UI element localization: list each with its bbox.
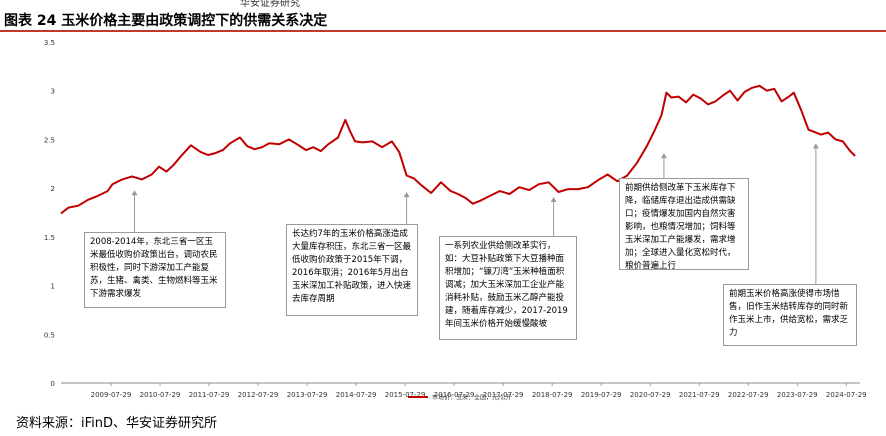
header-fragment: 华安证券研究: [240, 0, 300, 7]
annotation-2023-2024: 前期玉米价格高涨使得市场惜售，旧作玉米结转库存的同时新作玉米上市，供给宽松，需求…: [723, 284, 857, 346]
x-tick-label: 2015-07-29: [385, 391, 426, 399]
y-tick-label: 1: [51, 283, 55, 291]
annotation-text: 一系列农业供给侧改革实行，如：大豆补贴政策下大豆播种面积增加；“镰刀湾”玉米种植…: [445, 241, 568, 329]
annotation-2017-2019: 一系列农业供给侧改革实行，如：大豆补贴政策下大豆播种面积增加；“镰刀湾”玉米种植…: [439, 236, 577, 340]
annotation-text: 前期玉米价格高涨使得市场惜售，旧作玉米结转库存的同时新作玉米上市，供给宽松，需求…: [729, 289, 849, 338]
y-tick-label: 2.5: [44, 136, 55, 144]
y-tick-label: 2: [51, 185, 55, 193]
annotation-2008-2014: 2008-2014年，东北三省一区玉米最低收购价政策出台，调动农民积极性，同时下…: [84, 232, 226, 308]
legend-label: 市场价：玉米：全国，元/公斤: [432, 394, 512, 402]
x-tick-label: 2017-07-29: [483, 391, 524, 399]
x-axis: 2009-07-29 2010-07-29 2011-07-29 2012-07-29…: [61, 382, 867, 399]
annotation-arrows: [131, 143, 819, 284]
line-chart: 0 0.5 1 1.5 2 2.5 3 3.5 2009-07-29 2010-07-29 201…: [44, 39, 867, 402]
annotation-arrow-head: [812, 143, 819, 149]
x-tick-label: 2011-07-29: [189, 391, 230, 399]
annotation-arrow-head: [550, 197, 557, 203]
y-tick-label: 3.5: [44, 39, 55, 47]
x-tick-label: 2018-07-29: [532, 391, 573, 399]
annotation-arrow-head: [660, 153, 667, 159]
x-tick-label: 2012-07-29: [238, 391, 279, 399]
annotation-text: 长达约7年的玉米价格高涨造成大量库存积压，东北三省一区最低收购价政策于2015年…: [292, 229, 412, 304]
annotation-text: 前期供给侧改革下玉米库存下降，临储库存退出造成供需缺口；疫情爆发加国内自然灾害影…: [625, 183, 736, 271]
x-tick-label: 2024-07-29: [826, 391, 867, 399]
x-tick-label: 2022-07-29: [728, 391, 769, 399]
title-rule: [0, 30, 886, 32]
x-tick-label: 2019-07-29: [581, 391, 622, 399]
annotation-text: 2008-2014年，东北三省一区玉米最低收购价政策出台，调动农民积极性，同时下…: [90, 237, 218, 299]
annotation-2020-2022: 前期供给侧改革下玉米库存下降，临储库存退出造成供需缺口；疫情爆发加国内自然灾害影…: [619, 178, 749, 271]
x-tick-label: 2016-07-29: [434, 391, 475, 399]
x-tick-label: 2023-07-29: [777, 391, 818, 399]
x-tick-label: 2013-07-29: [287, 391, 328, 399]
y-tick-label: 0: [51, 380, 55, 388]
figure-title: 图表 24 玉米价格主要由政策调控下的供需关系决定: [4, 13, 328, 29]
x-tick-label: 2009-07-29: [91, 391, 132, 399]
y-tick-label: 1.5: [44, 234, 55, 242]
y-tick-label: 3: [51, 88, 55, 96]
annotation-arrow-head: [131, 190, 138, 196]
annotation-2015-2016: 长达约7年的玉米价格高涨造成大量库存积压，东北三省一区最低收购价政策于2015年…: [286, 224, 418, 316]
annotation-arrow-head: [403, 192, 410, 198]
x-tick-label: 2021-07-29: [679, 391, 720, 399]
legend: 市场价：玉米：全国，元/公斤: [408, 394, 512, 402]
x-tick-label: 2020-07-29: [630, 391, 671, 399]
price-series-line: [60, 84, 856, 215]
x-tick-label: 2010-07-29: [140, 391, 181, 399]
y-tick-label: 0.5: [44, 331, 55, 339]
source-note: 资料来源：iFinD、华安证券研究所: [16, 416, 218, 431]
x-tick-label: 2014-07-29: [336, 391, 377, 399]
y-axis: 0 0.5 1 1.5 2 2.5 3 3.5: [44, 39, 55, 388]
